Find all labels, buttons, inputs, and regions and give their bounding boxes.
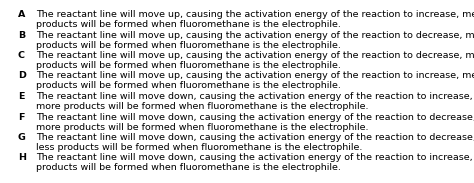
Text: G: G bbox=[18, 133, 26, 142]
Text: products will be formed when fluoromethane is the electrophile.: products will be formed when fluorometha… bbox=[36, 163, 341, 173]
Text: less products will be formed when fluoromethane is the electrophile.: less products will be formed when fluoro… bbox=[36, 143, 363, 152]
Text: products will be formed when fluoromethane is the electrophile.: products will be formed when fluorometha… bbox=[36, 81, 341, 91]
Text: products will be formed when fluoromethane is the electrophile.: products will be formed when fluorometha… bbox=[36, 20, 341, 29]
Text: The reactant line will move up, causing the activation energy of the reaction to: The reactant line will move up, causing … bbox=[36, 51, 474, 60]
Text: F: F bbox=[18, 113, 25, 122]
Text: The reactant line will move down, causing the activation energy of the reaction : The reactant line will move down, causin… bbox=[36, 154, 474, 163]
Text: more products will be formed when fluoromethane is the electrophile.: more products will be formed when fluoro… bbox=[36, 122, 368, 132]
Text: E: E bbox=[18, 92, 25, 101]
Text: products will be formed when fluoromethane is the electrophile.: products will be formed when fluorometha… bbox=[36, 40, 341, 49]
Text: The reactant line will move up, causing the activation energy of the reaction to: The reactant line will move up, causing … bbox=[36, 31, 474, 40]
Text: C: C bbox=[18, 51, 25, 60]
Text: A: A bbox=[18, 10, 26, 19]
Text: The reactant line will move down, causing the activation energy of the reaction : The reactant line will move down, causin… bbox=[36, 92, 474, 101]
Text: The reactant line will move up, causing the activation energy of the reaction to: The reactant line will move up, causing … bbox=[36, 72, 474, 81]
Text: The reactant line will move down, causing the activation energy of the reaction : The reactant line will move down, causin… bbox=[36, 133, 474, 142]
Text: B: B bbox=[18, 31, 25, 40]
Text: D: D bbox=[18, 72, 26, 81]
Text: H: H bbox=[18, 154, 26, 163]
Text: The reactant line will move down, causing the activation energy of the reaction : The reactant line will move down, causin… bbox=[36, 113, 474, 122]
Text: products will be formed when fluoromethane is the electrophile.: products will be formed when fluorometha… bbox=[36, 61, 341, 70]
Text: more products will be formed when fluoromethane is the electrophile.: more products will be formed when fluoro… bbox=[36, 102, 368, 111]
Text: The reactant line will move up, causing the activation energy of the reaction to: The reactant line will move up, causing … bbox=[36, 10, 474, 19]
